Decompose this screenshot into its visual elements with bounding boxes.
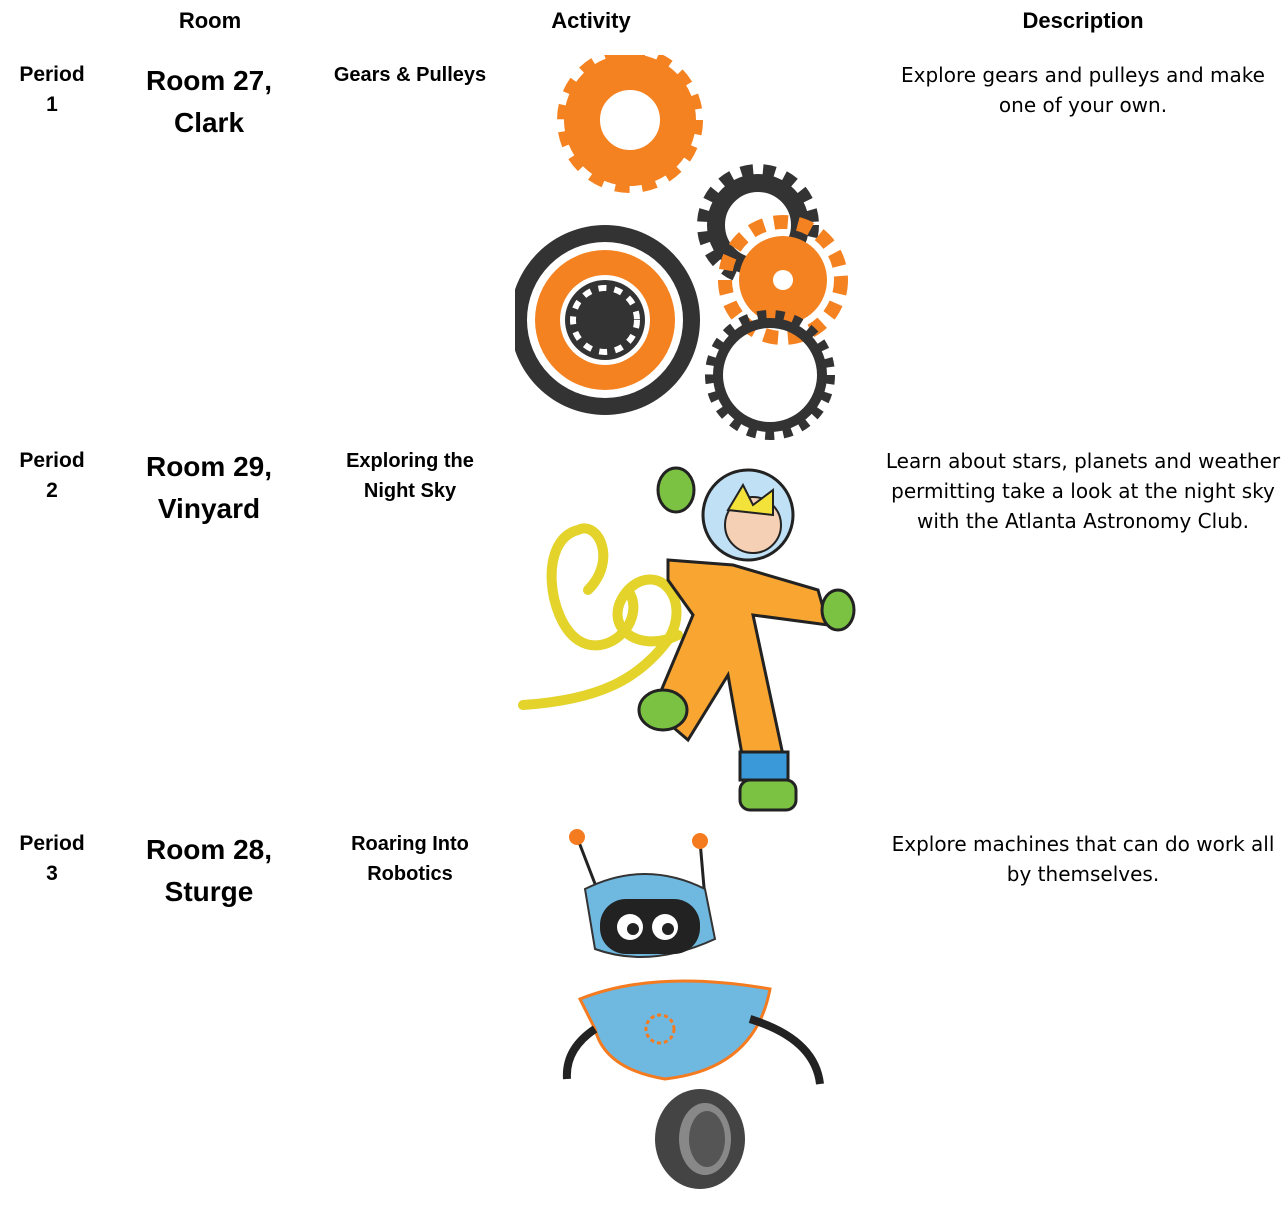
robot-image xyxy=(562,829,824,1189)
row: Period 3 Room 28, Sturge Roaring Into Ro… xyxy=(0,829,1286,1209)
period: Period 3 xyxy=(19,832,85,885)
header-activity: Activity xyxy=(551,8,631,33)
header-description: Description xyxy=(1022,8,1144,33)
activity: Roaring Into Robotics xyxy=(351,833,469,885)
description: Learn about stars, planets and weather p… xyxy=(885,449,1281,533)
activity: Gears & Pulleys xyxy=(333,64,487,86)
description: Explore machines that can do work all by… xyxy=(891,832,1275,886)
room: Room 28, Sturge xyxy=(145,834,273,907)
activity: Exploring the Night Sky xyxy=(346,450,474,502)
gears-image xyxy=(515,55,848,440)
description: Explore gears and pulleys and make one o… xyxy=(901,63,1265,117)
room: Room 27, Clark xyxy=(145,65,273,138)
period: Period 1 xyxy=(19,63,85,116)
period: Period 2 xyxy=(19,449,85,502)
header-room: Room xyxy=(178,8,242,33)
room: Room 29, Vinyard xyxy=(145,451,273,524)
row: Period 1 Room 27, Clark Gears & Pulleys … xyxy=(0,55,1286,440)
row: Period 2 Room 29, Vinyard Exploring the … xyxy=(0,446,1286,826)
astronaut-image xyxy=(518,466,856,812)
